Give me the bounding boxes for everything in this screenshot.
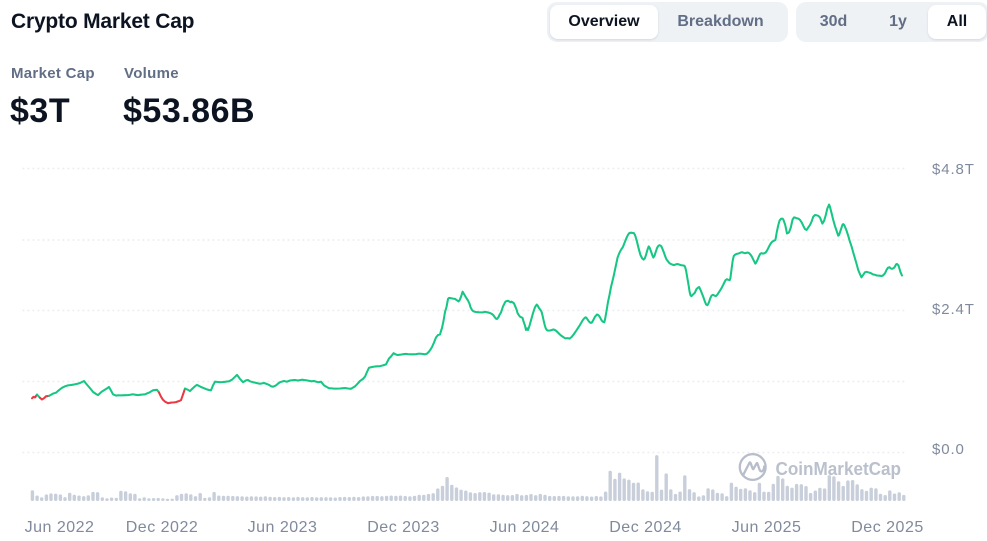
- svg-text:CoinMarketCap: CoinMarketCap: [776, 459, 902, 479]
